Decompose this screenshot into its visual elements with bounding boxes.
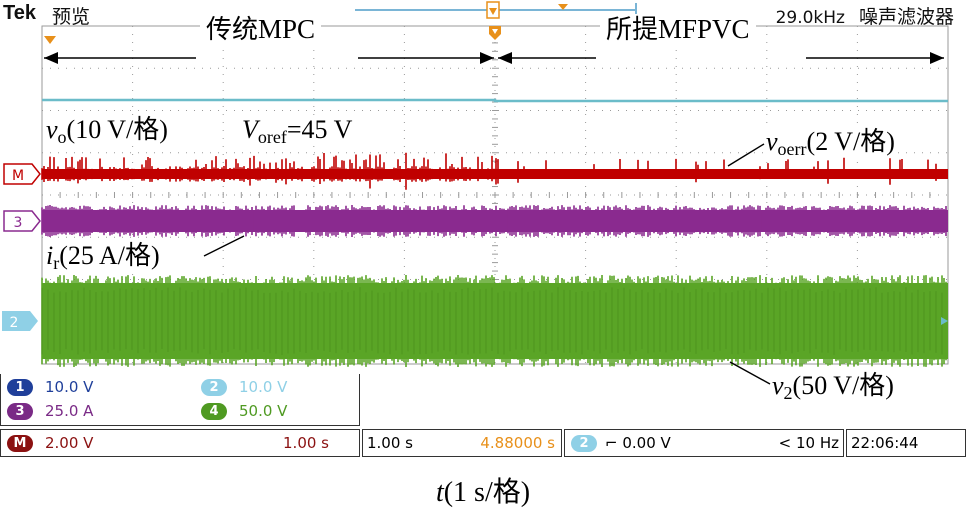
mode-label-conventional: 传统MPC [200,14,322,45]
ch4-setting[interactable]: 4 50.0 V [201,401,287,421]
voref-label: Voref=45 V [242,115,353,147]
ch3-badge: 3 [7,403,33,420]
ch2-setting[interactable]: 2 10.0 V [201,377,287,397]
ir-trace [41,205,947,237]
math-scale: 2.00 V [45,434,94,452]
mode-label-proposed: 所提MFPVC [600,14,756,45]
v2-label: v2(50 V/格) [772,371,894,403]
bottom-status-bar: M 2.00 V 1.00 s 1.00 s 4.88000 s 2 ⌐ 0.00 … [0,429,966,457]
ch4-scale: 50.0 V [239,402,288,420]
ch1-scale: 10.0 V [45,378,94,396]
ch4-badge: 4 [201,403,227,420]
time-axis-caption: t(1 s/格) [435,477,531,508]
voerr-trace [41,152,947,190]
ch2-badge: 2 [201,379,227,396]
math-badge: M [7,435,33,452]
timebase-value: 1.00 s [367,434,413,452]
ch2-scale: 10.0 V [239,378,288,396]
svg-text:3: 3 [14,215,23,231]
clock: 22:06:44 [846,429,966,457]
trigger-level: 0.00 V [622,434,671,452]
record-position-bar[interactable] [355,0,637,22]
math-channel-marker[interactable]: M [3,163,41,185]
horizontal-position: 4.88000 s [480,434,555,452]
voerr-label: voerr(2 V/格) [766,127,895,159]
noise-filter-info: 29.0kHz 噪声滤波器 [776,2,954,29]
svg-text:2: 2 [10,315,19,331]
ch2-level-marker-icon [941,317,948,325]
brand-logo: Tek [3,2,36,24]
ir-label: ir(25 A/格) [46,241,160,273]
trigger-frequency: < 10 Hz [778,434,839,452]
ch3-setting[interactable]: 3 25.0 A [7,401,93,421]
ch3-marker[interactable]: 3 [3,210,41,232]
ch3-scale: 25.0 A [45,402,94,420]
view-position-icon [558,4,568,10]
trigger-slope-icon: ⌐ [605,434,618,452]
math-setting[interactable]: M 2.00 V 1.00 s [0,429,360,457]
vo-trace [42,98,948,103]
svg-text:M: M [12,168,24,184]
vo-label: vo(10 V/格) [46,115,168,147]
trigger-setting[interactable]: 2 ⌐ 0.00 V < 10 Hz [564,429,844,457]
math-time-scale: 1.00 s [283,434,329,452]
mode-arrows [44,52,944,64]
horizontal-setting[interactable]: 1.00 s 4.88000 s [362,429,562,457]
ch1-badge: 1 [7,379,33,396]
time-offset-marker-icon [44,36,56,44]
ch1-setting[interactable]: 1 10.0 V [7,377,93,397]
filter-frequency: 29.0kHz [775,8,845,28]
filter-name: 噪声滤波器 [858,6,954,28]
trigger-source-badge: 2 [571,435,597,452]
ch2-marker[interactable]: 2 [2,311,38,331]
trigger-marker-icon [489,26,501,40]
waveforms [41,98,948,367]
top-status-bar: Tek 预览 29.0kHz 噪声滤波器 [0,0,966,29]
acquisition-mode: 预览 [52,6,91,28]
channel-settings-panel: 1 10.0 V 2 10.0 V 3 25.0 A 4 50.0 V [0,374,360,426]
label-leader-lines [203,143,771,385]
waveform-display: M 3 2 [2,25,949,367]
